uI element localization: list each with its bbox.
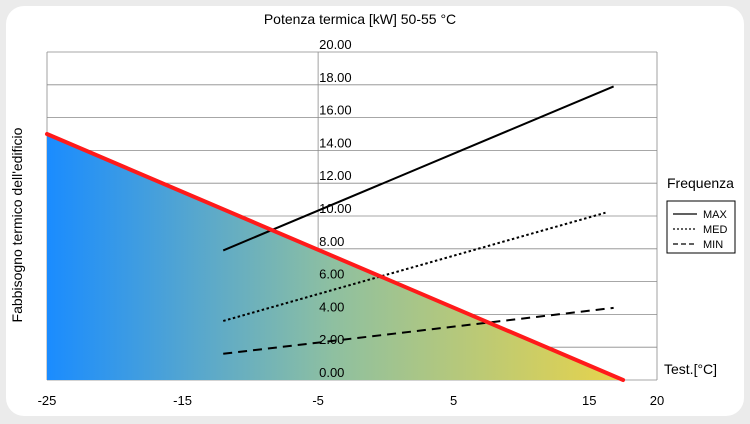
legend: Frequenza MAX MED MIN: [666, 175, 736, 254]
x-axis-label: Test.[°C]: [664, 361, 717, 377]
series-line-max: [222, 85, 615, 252]
y-tick-label: 6.00: [319, 267, 344, 282]
legend-title: Frequenza: [667, 175, 734, 191]
x-tick-label: 20: [650, 393, 664, 408]
y-tick-label: 20.00: [319, 37, 352, 52]
y-tick-label: 18.00: [319, 70, 352, 85]
y-tick-label: 8.00: [319, 234, 344, 249]
x-tick-label: 5: [450, 393, 457, 408]
y-tick-label: 10.00: [319, 201, 352, 216]
legend-label-max: MAX: [703, 209, 728, 221]
y-tick-label: 16.00: [319, 103, 352, 118]
y-tick-label: 12.00: [319, 168, 352, 183]
legend-box: [666, 200, 736, 254]
series-line-min: [223, 306, 614, 355]
x-tick-label: -15: [173, 393, 192, 408]
chart-title: Potenza termica [kW] 50-55 °C: [264, 11, 456, 27]
y-tick-label: 4.00: [319, 299, 344, 314]
series-line-med: [222, 211, 606, 322]
x-tick-label: 15: [582, 393, 596, 408]
ticks-layer: 0.00 2.00 4.00 6.00 8.00 10.00 12.00 14.00 16.00…: [38, 37, 665, 408]
series-layer: [45, 85, 626, 382]
legend-label-min: MIN: [703, 239, 723, 251]
demand-line: [45, 132, 626, 382]
y-axis-label: Fabbisogno termico dell'edificio: [9, 127, 25, 322]
y-tick-label: 0.00: [319, 365, 344, 380]
y-tick-label: 2.00: [319, 332, 344, 347]
y-tick-label: 14.00: [319, 135, 352, 150]
x-tick-label: -5: [312, 393, 324, 408]
x-tick-label: -25: [38, 393, 57, 408]
legend-label-med: MED: [703, 224, 728, 236]
